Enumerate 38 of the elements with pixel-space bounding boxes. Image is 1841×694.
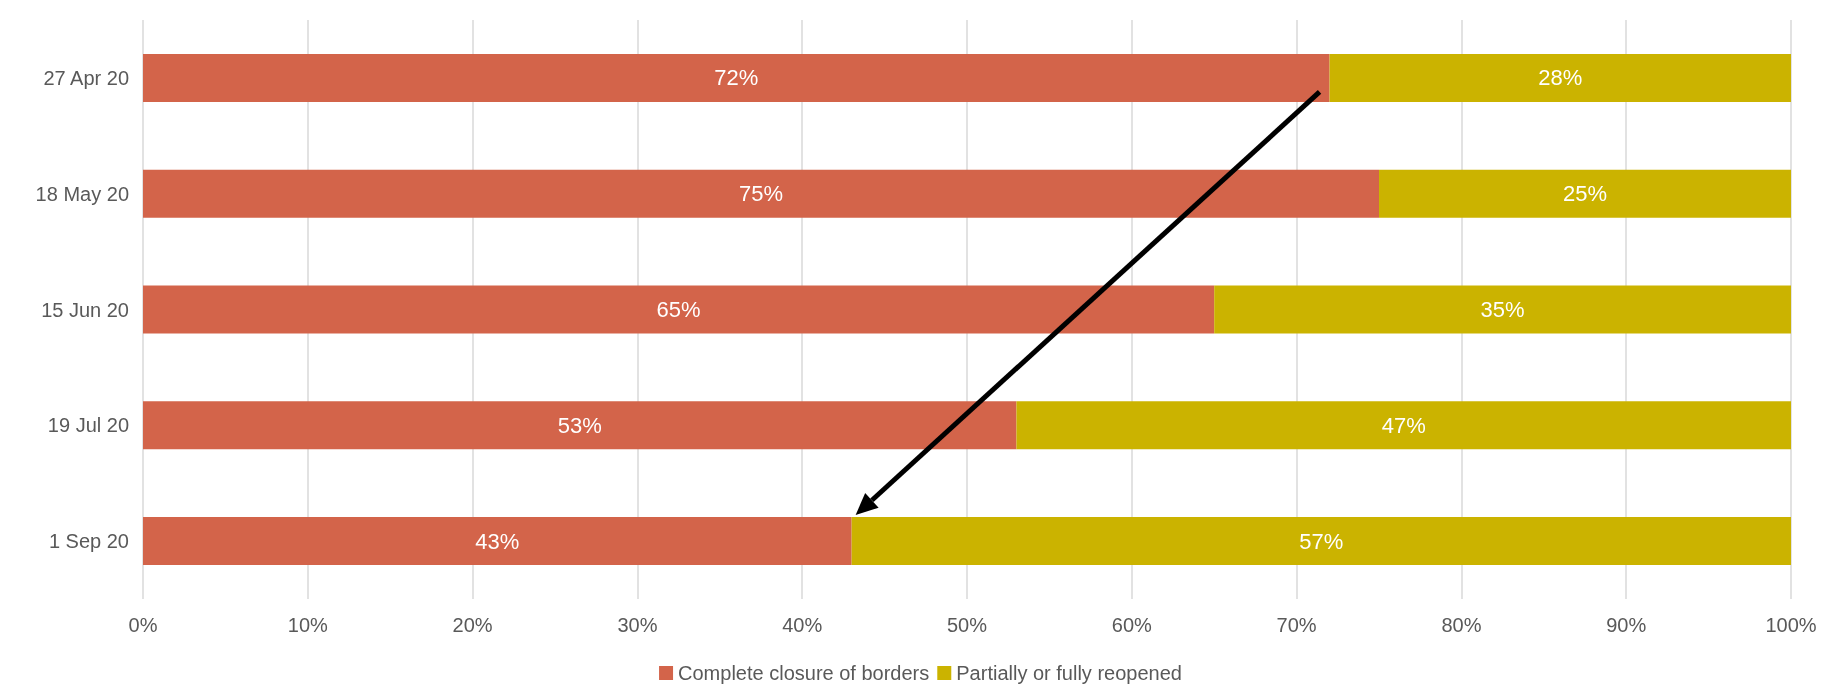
data-label: 35% [1480, 297, 1525, 322]
data-label: 65% [656, 297, 701, 322]
data-label: 75% [738, 181, 784, 207]
data-label: 25% [1562, 181, 1608, 207]
data-label: 57% [1299, 528, 1344, 554]
x-tick-label: 60% [1111, 614, 1153, 636]
bar [851, 517, 1791, 566]
y-tick-label: 19 Jul 20 [47, 414, 129, 437]
x-tick-label: 40% [782, 614, 823, 636]
data-label: 28% [1538, 65, 1583, 91]
data-label: 43% [475, 528, 520, 554]
y-tick-label: 15 Jun 20 [41, 298, 129, 321]
data-label: 47% [1381, 412, 1426, 438]
x-tick-label: 20% [452, 614, 493, 636]
bar [1016, 401, 1791, 450]
bar [143, 169, 1379, 218]
bar [143, 517, 852, 566]
data-label: 72% [714, 65, 759, 91]
x-tick-label: 10% [287, 614, 329, 636]
bar [143, 53, 1330, 102]
x-tick-label: 80% [1441, 614, 1482, 636]
x-tick-label: 90% [1606, 614, 1647, 636]
x-tick-label: 0% [128, 614, 158, 636]
y-tick-label: 18 May 20 [35, 182, 129, 205]
x-tick-label: 30% [617, 614, 658, 636]
y-tick-label: 27 Apr 20 [43, 66, 129, 89]
bar [143, 285, 1215, 334]
bar [143, 401, 1017, 450]
y-tick-label: 1 Sep 20 [48, 530, 129, 553]
data-label: 53% [557, 412, 602, 438]
legend-label: Complete closure of borders [678, 662, 930, 684]
bar [1379, 169, 1791, 218]
x-tick-label: 70% [1276, 614, 1317, 636]
x-tick-label: 50% [946, 614, 988, 636]
bar [1214, 285, 1791, 334]
bar [1329, 53, 1791, 102]
legend-label: Partially or fully reopened [956, 662, 1182, 684]
x-tick-label: 100% [1765, 614, 1817, 636]
